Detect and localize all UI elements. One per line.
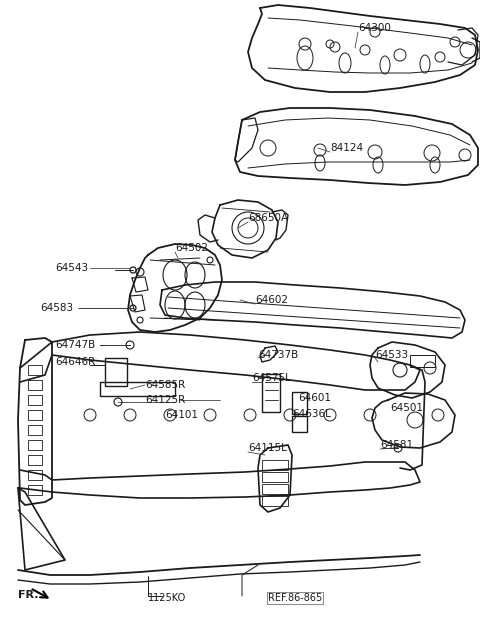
Bar — [262, 374, 280, 412]
Text: 64533: 64533 — [375, 350, 408, 360]
Text: 64646R: 64646R — [55, 357, 95, 367]
Bar — [100, 382, 175, 396]
Text: 64543: 64543 — [55, 263, 88, 273]
Text: 64575L: 64575L — [252, 373, 291, 383]
Bar — [262, 472, 288, 482]
Bar — [105, 358, 127, 386]
Bar — [28, 395, 42, 405]
Bar — [28, 365, 42, 375]
Bar — [28, 485, 42, 495]
Text: 1125KO: 1125KO — [148, 593, 186, 603]
Bar — [28, 455, 42, 465]
Bar — [292, 416, 307, 432]
Bar — [28, 470, 42, 480]
Bar — [262, 460, 288, 470]
Bar — [262, 496, 288, 506]
Text: 64583: 64583 — [40, 303, 73, 313]
Bar — [292, 392, 307, 414]
Bar — [28, 380, 42, 390]
Text: 68650A: 68650A — [248, 213, 288, 223]
Text: FR.: FR. — [18, 590, 38, 600]
Bar — [28, 410, 42, 420]
Text: 64581: 64581 — [380, 440, 413, 450]
Bar — [28, 425, 42, 435]
Text: 64300: 64300 — [358, 23, 391, 33]
Text: 64101: 64101 — [165, 410, 198, 420]
Text: 64502: 64502 — [175, 243, 208, 253]
Bar — [28, 440, 42, 450]
Text: 64585R: 64585R — [145, 380, 185, 390]
Text: 84124: 84124 — [330, 143, 363, 153]
Text: 64737B: 64737B — [258, 350, 298, 360]
Text: 64501: 64501 — [390, 403, 423, 413]
Text: 64747B: 64747B — [55, 340, 95, 350]
Text: REF.86-865: REF.86-865 — [268, 593, 322, 603]
Text: 64115L: 64115L — [248, 443, 287, 453]
Text: 64125R: 64125R — [145, 395, 185, 405]
Bar — [410, 355, 435, 367]
Text: 64601: 64601 — [298, 393, 331, 403]
Text: 64602: 64602 — [255, 295, 288, 305]
Text: 64636L: 64636L — [292, 409, 331, 419]
Bar — [262, 484, 288, 494]
